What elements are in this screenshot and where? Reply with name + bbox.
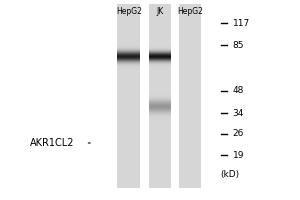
Text: 117: 117 [232, 19, 250, 27]
Text: AKR1CL2: AKR1CL2 [30, 138, 75, 148]
Text: HepG2: HepG2 [178, 7, 203, 16]
Text: 85: 85 [232, 40, 244, 49]
Text: 26: 26 [232, 130, 244, 138]
Text: 19: 19 [232, 150, 244, 160]
Text: 48: 48 [232, 86, 244, 95]
Text: (kD): (kD) [220, 170, 240, 178]
Text: 34: 34 [232, 108, 244, 117]
Text: HepG2: HepG2 [116, 7, 142, 16]
Text: JK: JK [157, 7, 164, 16]
